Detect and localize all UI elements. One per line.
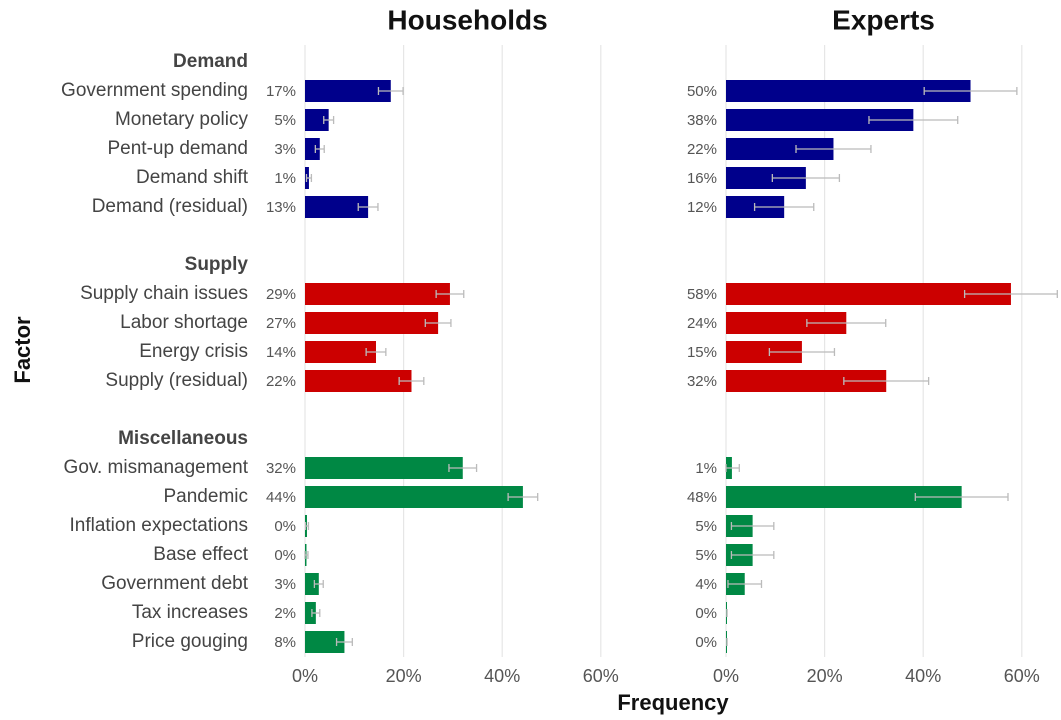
category-label: Pandemic [164,486,249,507]
category-label: Price gouging [132,631,248,652]
category-label: Demand (residual) [92,196,248,217]
value-label: 3% [274,576,296,593]
value-label: 13% [266,199,296,216]
value-label: 4% [695,576,717,593]
value-label: 17% [266,83,296,100]
category-label: Monetary policy [115,109,249,130]
bar [726,109,914,131]
value-label: 5% [274,112,296,129]
category-label: Government spending [61,80,248,101]
x-tick-label: 20% [807,666,843,686]
category-label: Gov. mismanagement [64,457,249,478]
value-label: 0% [274,518,296,535]
category-label: Energy crisis [139,341,248,362]
x-tick-label: 60% [583,666,619,686]
bar [305,573,319,595]
bar [305,457,463,479]
bar [726,80,971,102]
value-label: 0% [274,547,296,564]
bar [305,341,376,363]
y-axis-title: Factor [10,316,35,384]
x-tick-label: 0% [292,666,318,686]
category-label: Inflation expectations [69,515,248,536]
value-label: 1% [274,170,296,187]
bar [305,196,369,218]
value-label: 8% [274,634,296,651]
value-label: 5% [695,547,717,564]
x-tick-label: 40% [905,666,941,686]
value-label: 32% [687,373,717,390]
value-label: 29% [266,286,296,303]
bar [305,631,345,653]
bar [726,312,847,334]
category-label: Pent-up demand [108,138,249,159]
bar [726,486,962,508]
panel-title: Households [387,4,547,35]
value-label: 15% [687,344,717,361]
value-label: 14% [266,344,296,361]
bar [305,312,439,334]
bar [726,370,887,392]
group-label: Miscellaneous [118,428,248,449]
bar [305,138,320,160]
panel [725,45,1058,657]
group-label: Supply [185,254,249,275]
value-label: 12% [687,199,717,216]
bar [305,486,523,508]
category-label: Supply (residual) [105,370,248,391]
panel-title: Experts [832,4,935,35]
value-label: 50% [687,83,717,100]
category-label: Labor shortage [120,312,248,333]
group-label: Demand [173,51,248,72]
x-tick-label: 60% [1004,666,1040,686]
bar [305,80,391,102]
category-label: Tax increases [132,602,248,623]
x-tick-label: 40% [484,666,520,686]
value-label: 44% [266,489,296,506]
category-label: Base effect [153,544,248,565]
value-label: 22% [687,141,717,158]
category-label: Demand shift [136,167,249,188]
value-label: 0% [695,605,717,622]
value-label: 32% [266,460,296,477]
value-label: 58% [687,286,717,303]
bar [726,138,834,160]
category-label: Government debt [101,573,249,594]
value-label: 0% [695,634,717,651]
bar [305,370,412,392]
x-axis-title: Frequency [617,690,729,715]
value-label: 1% [695,460,717,477]
value-label: 22% [266,373,296,390]
value-label: 27% [266,315,296,332]
panel [304,45,602,657]
category-label: Supply chain issues [80,283,248,304]
bar [305,109,329,131]
value-label: 24% [687,315,717,332]
bar [726,341,802,363]
value-label: 16% [687,170,717,187]
value-label: 38% [687,112,717,129]
bar [305,283,450,305]
bar [726,283,1011,305]
value-label: 5% [695,518,717,535]
x-tick-label: 20% [386,666,422,686]
value-label: 48% [687,489,717,506]
value-label: 3% [274,141,296,158]
x-tick-label: 0% [713,666,739,686]
value-label: 2% [274,605,296,622]
bar [305,602,316,624]
bar [726,167,806,189]
